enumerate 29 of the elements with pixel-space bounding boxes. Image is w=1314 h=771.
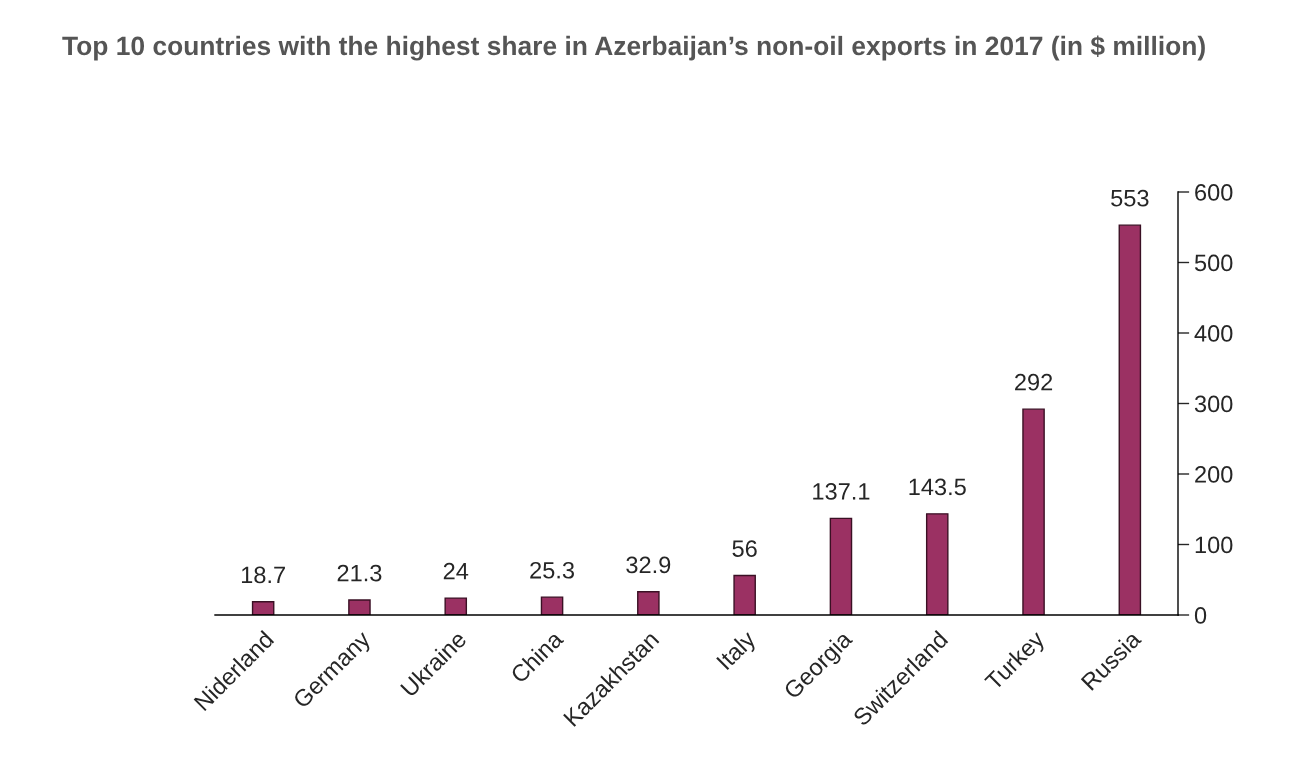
bar <box>925 513 949 615</box>
bar <box>733 574 756 615</box>
bar <box>348 599 371 615</box>
data-label: 25.3 <box>530 561 574 579</box>
data-label: 24 <box>443 562 469 580</box>
data-label: 137.1 <box>813 483 870 500</box>
y-tick-label: 600 <box>1195 184 1233 201</box>
bar <box>637 591 660 615</box>
chart-title: Top 10 countries with the highest share in Azerbaijan’s non-oil exports in 2017 (in $ million) <box>62 35 1205 61</box>
data-label: 143.5 <box>909 478 966 496</box>
bar <box>444 597 468 615</box>
y-tick-label: 300 <box>1194 395 1233 413</box>
y-tick-label: 400 <box>1194 325 1233 342</box>
data-label: 292 <box>1015 373 1053 391</box>
data-label: 32.9 <box>626 556 671 574</box>
bar <box>1118 224 1142 615</box>
y-tick-label: 200 <box>1195 466 1233 483</box>
data-label: 56 <box>732 540 757 557</box>
bar <box>1022 408 1045 615</box>
x-tick-label: Italy <box>715 628 761 674</box>
y-tick-label: 100 <box>1195 536 1233 554</box>
bar <box>540 596 564 615</box>
data-label: 21.3 <box>337 564 382 582</box>
y-tick-label: 0 <box>1194 607 1207 624</box>
bar <box>251 601 275 615</box>
data-label: 18.7 <box>241 566 285 584</box>
bar <box>829 517 853 615</box>
data-label: 553 <box>1111 189 1149 207</box>
y-tick-label: 500 <box>1194 254 1233 272</box>
